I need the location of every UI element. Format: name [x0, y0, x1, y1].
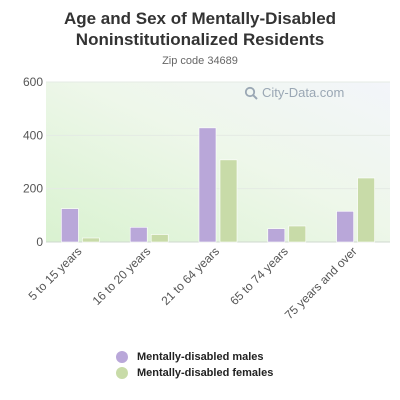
legend-swatch-males	[116, 351, 128, 363]
y-tick-label: 0	[36, 235, 43, 249]
bar-males	[336, 211, 354, 243]
bar-males	[198, 127, 217, 243]
bar-females	[219, 159, 238, 243]
bar-females	[82, 237, 100, 243]
y-tick-label: 200	[23, 182, 43, 196]
chart-title: Age and Sex of Mentally-Disabled Noninst…	[63, 9, 337, 49]
plot-area	[46, 82, 390, 242]
chart-subtitle: Zip code 34689	[162, 55, 238, 67]
x-tick-label: 16 to 20 years	[90, 244, 154, 308]
bar-males	[267, 228, 286, 243]
legend: Mentally-disabled males Mentally-disable…	[116, 349, 273, 381]
x-tick-label: 65 to 74 years	[227, 244, 291, 308]
watermark-text: City-Data.com	[262, 85, 345, 100]
legend-item-females: Mentally-disabled females	[116, 365, 273, 381]
y-tick-label: 400	[23, 128, 43, 142]
legend-swatch-females	[116, 367, 128, 379]
watermark: City-Data.com	[244, 85, 344, 100]
bar-females	[357, 177, 375, 243]
bar-males	[61, 208, 79, 243]
bar-females	[288, 225, 307, 243]
x-tick-label: 21 to 64 years	[158, 244, 222, 308]
x-tick-label: 5 to 15 years	[26, 244, 85, 303]
bar-males	[129, 227, 148, 243]
bar-females	[150, 234, 169, 243]
x-tick-label: 75 years and over	[282, 244, 360, 322]
magnifier-icon	[244, 86, 258, 100]
legend-item-males: Mentally-disabled males	[116, 349, 273, 365]
legend-label-females: Mentally-disabled females	[137, 367, 274, 379]
y-tick-label: 600	[23, 75, 43, 89]
legend-label-males: Mentally-disabled males	[137, 351, 264, 363]
